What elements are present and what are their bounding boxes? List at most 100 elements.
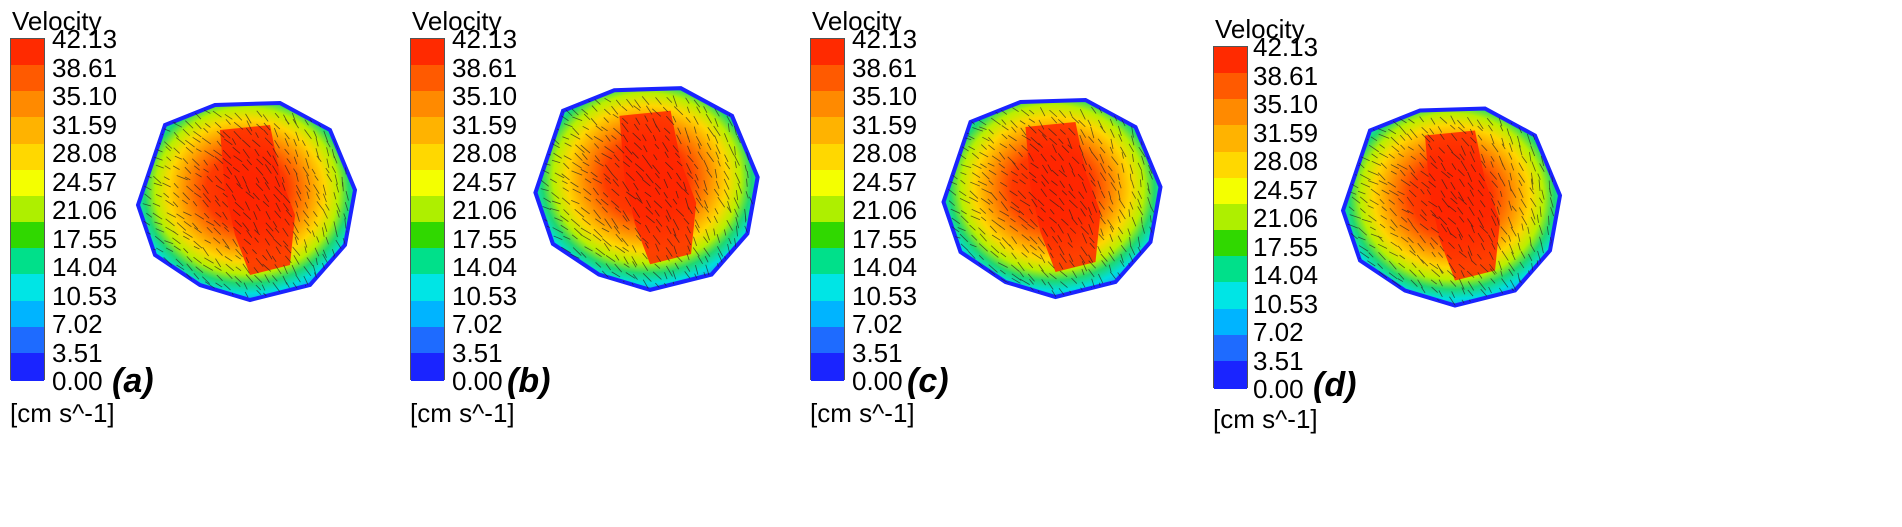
legend-tick-label: 3.51 xyxy=(452,337,503,368)
legend-color-step xyxy=(1214,203,1247,232)
legend-color-step xyxy=(1214,73,1247,101)
legend-tick-label: 17.55 xyxy=(52,223,118,254)
legend-color-step xyxy=(11,326,44,355)
legend-color-step xyxy=(411,274,444,303)
velocity-field-plot xyxy=(1340,106,1563,308)
legend-tick-label: 21.06 xyxy=(52,195,118,225)
legend-title: Velocity xyxy=(12,6,102,36)
legend-tick-label: 28.08 xyxy=(1253,146,1319,176)
legend-color-step xyxy=(411,300,444,329)
legend-tick-label: 3.51 xyxy=(1253,345,1304,376)
legend-color-step xyxy=(411,352,444,381)
legend-tick-label: 42.13 xyxy=(52,24,118,54)
legend-color-step xyxy=(411,143,444,172)
legend-units: [cm s^-1] xyxy=(10,398,115,428)
legend-tick-label: 28.08 xyxy=(852,138,918,168)
legend-color-step xyxy=(1214,360,1247,389)
velocity-vectors xyxy=(141,109,351,300)
legend-units: [cm s^-1] xyxy=(810,398,915,428)
legend-tick-label: 10.53 xyxy=(1253,288,1319,319)
color-legend-bar xyxy=(10,38,45,381)
legend-tick-label: 24.57 xyxy=(52,166,118,197)
legend-color-step xyxy=(411,222,444,250)
legend-tick-label: 38.61 xyxy=(52,52,118,83)
legend-tick-label: 28.08 xyxy=(452,138,518,168)
legend-tick-label: 10.53 xyxy=(452,280,518,311)
legend-tick-label: 0.00 xyxy=(452,366,503,396)
legend-color-step xyxy=(11,195,44,224)
legend-tick-label: 38.61 xyxy=(452,52,518,83)
legend-color-step xyxy=(811,352,844,381)
legend-color-step xyxy=(811,326,844,355)
legend-color-step xyxy=(811,300,844,329)
panel-label: (d) xyxy=(1313,366,1357,404)
legend-color-step xyxy=(11,274,44,303)
legend-color-step xyxy=(411,91,444,120)
legend-color-step xyxy=(811,222,844,250)
color-legend-bar xyxy=(810,38,845,381)
legend-color-step xyxy=(1214,282,1247,311)
legend-tick-label: 38.61 xyxy=(852,52,918,83)
legend-title: Velocity xyxy=(812,6,902,36)
legend-color-step xyxy=(811,274,844,303)
legend-tick-label: 7.02 xyxy=(52,309,103,339)
legend-tick-label: 7.02 xyxy=(452,309,503,339)
velocity-field-plot xyxy=(941,97,1163,300)
legend-tick-label: 42.13 xyxy=(1253,32,1319,62)
panel-a: Velocity 42.13 38.61 35.10 31.59 28.08 24.57 2… xyxy=(0,0,480,527)
legend-tick-label: 21.06 xyxy=(852,195,918,225)
legend-color-step xyxy=(811,117,844,146)
legend-color-step xyxy=(1214,47,1247,75)
legend-tick-label: 14.04 xyxy=(452,252,518,282)
legend-tick-label: 14.04 xyxy=(1253,260,1319,290)
legend-color-step xyxy=(411,39,444,67)
legend-units: [cm s^-1] xyxy=(410,398,515,428)
legend-tick-label: 7.02 xyxy=(852,309,903,339)
legend-tick-label: 42.13 xyxy=(452,24,518,54)
legend-tick-label: 17.55 xyxy=(452,223,518,254)
legend-color-step xyxy=(811,143,844,172)
legend-color-step xyxy=(411,169,444,198)
legend-color-step xyxy=(1214,99,1247,128)
legend-color-step xyxy=(11,65,44,93)
legend-color-step xyxy=(11,248,44,277)
legend-tick-label: 0.00 xyxy=(52,366,103,396)
panel-d: Velocity 42.13 38.61 35.10 31.59 28.08 24.57 2… xyxy=(1205,0,1685,527)
legend-tick-label: 10.53 xyxy=(52,280,118,311)
legend-tick-label: 31.59 xyxy=(852,109,918,140)
legend-color-step xyxy=(411,195,444,224)
legend-color-step xyxy=(1214,230,1247,258)
legend-tick-label: 21.06 xyxy=(452,195,518,225)
legend-tick-label: 35.10 xyxy=(452,81,518,111)
color-legend-bar xyxy=(1213,46,1248,389)
legend-tick-label: 31.59 xyxy=(52,109,118,140)
legend-color-step xyxy=(411,248,444,277)
legend-color-step xyxy=(11,169,44,198)
legend-tick-label: 42.13 xyxy=(852,24,918,54)
legend-color-step xyxy=(811,39,844,67)
legend-tick-label: 28.08 xyxy=(52,138,118,168)
legend-color-step xyxy=(411,326,444,355)
legend-tick-label: 35.10 xyxy=(52,81,118,111)
legend-tick-label: 31.59 xyxy=(1253,117,1319,148)
legend-tick-label: 3.51 xyxy=(52,337,103,368)
panel-c: Velocity 42.13 38.61 35.10 31.59 28.08 24.57 2… xyxy=(800,0,1280,527)
legend-color-step xyxy=(11,143,44,172)
legend-tick-label: 24.57 xyxy=(452,166,518,197)
panel-b: Velocity 42.13 38.61 35.10 31.59 28.08 24.57 2… xyxy=(400,0,880,527)
legend-color-step xyxy=(811,248,844,277)
legend-tick-label: 0.00 xyxy=(852,366,903,396)
legend-tick-label: 35.10 xyxy=(1253,89,1319,119)
legend-tick-label: 31.59 xyxy=(452,109,518,140)
legend-color-step xyxy=(411,117,444,146)
legend-tick-label: 10.53 xyxy=(852,280,918,311)
legend-color-step xyxy=(1214,256,1247,285)
legend-color-step xyxy=(811,65,844,93)
velocity-field-plot xyxy=(135,100,358,303)
legend-units: [cm s^-1] xyxy=(1213,404,1318,434)
legend-tick-label: 17.55 xyxy=(852,223,918,254)
legend-color-step xyxy=(1214,125,1247,154)
legend-color-step xyxy=(11,117,44,146)
panel-label: (b) xyxy=(507,362,551,400)
legend-color-step xyxy=(1214,334,1247,363)
